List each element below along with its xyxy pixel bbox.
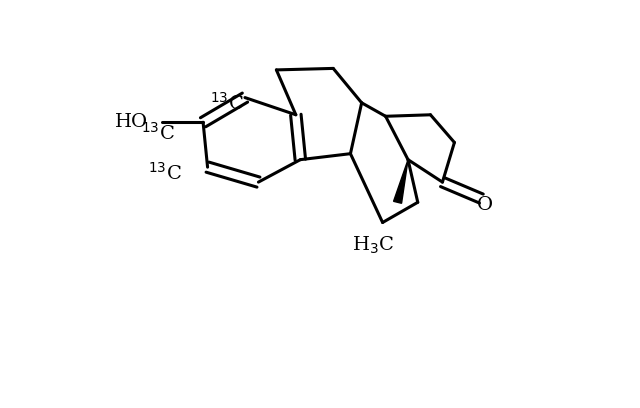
Text: O: O: [477, 195, 493, 213]
Text: $^{13}$C: $^{13}$C: [141, 122, 175, 144]
Text: $^{13}$C: $^{13}$C: [148, 162, 182, 183]
Polygon shape: [394, 160, 408, 203]
Text: $^{13}$C: $^{13}$C: [210, 92, 244, 114]
Text: H$_3$C: H$_3$C: [352, 234, 394, 255]
Text: HO: HO: [115, 113, 148, 131]
